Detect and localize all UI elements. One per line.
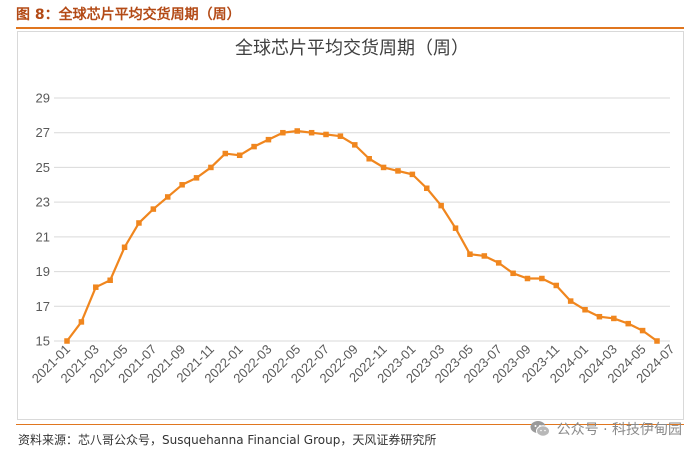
data-point <box>179 182 185 188</box>
data-point <box>308 129 315 136</box>
data-point <box>208 164 214 171</box>
data-point <box>567 298 574 304</box>
data-point <box>524 275 531 282</box>
data-point <box>366 156 372 162</box>
data-point <box>424 185 430 192</box>
data-point <box>380 164 387 171</box>
wechat-icon <box>530 421 550 437</box>
y-tick-label: 17 <box>36 299 50 314</box>
data-point <box>596 313 603 320</box>
data-point <box>64 338 70 344</box>
chart-frame <box>17 31 684 420</box>
data-point <box>438 202 444 209</box>
data-point <box>280 129 286 136</box>
y-tick-label: 21 <box>36 229 50 244</box>
watermark: 公众号 · 科技伊甸园 <box>529 418 682 440</box>
data-point <box>452 225 459 231</box>
top-rule <box>16 27 684 29</box>
data-point <box>294 128 300 134</box>
gridlines <box>54 97 670 342</box>
data-point <box>539 275 545 282</box>
y-tick-label: 19 <box>36 264 50 279</box>
data-point <box>625 320 631 327</box>
data-point <box>236 152 243 159</box>
data-point <box>352 142 358 148</box>
data-point <box>251 143 257 150</box>
data-point <box>107 277 113 283</box>
data-point <box>164 194 171 200</box>
data-point <box>654 338 660 344</box>
y-tick-label: 25 <box>36 160 50 175</box>
figure-caption: 图 8：全球芯片平均交货周期（周） <box>16 7 241 23</box>
data-point <box>93 284 99 290</box>
data-point <box>467 251 473 257</box>
data-point <box>582 307 588 313</box>
y-tick-label: 15 <box>36 334 50 349</box>
data-point <box>337 133 344 139</box>
y-tick-label: 27 <box>36 125 50 140</box>
data-point <box>481 253 488 259</box>
series-line <box>66 129 658 342</box>
data-point <box>150 206 157 212</box>
data-point <box>136 220 142 226</box>
bottom-rule <box>16 424 684 425</box>
y-tick-label: 23 <box>36 195 50 210</box>
data-point <box>639 327 646 334</box>
chart-title: 全球芯片平均交货周期（周） <box>235 38 469 59</box>
source-note: 资料来源：芯八哥公众号，Susquehanna Financial Group，… <box>18 433 437 447</box>
data-point <box>553 282 560 289</box>
data-point <box>409 171 416 178</box>
data-point <box>495 260 502 266</box>
data-point <box>510 270 516 277</box>
data-point <box>265 136 272 143</box>
y-axis-ticks: 15 17 19 21 23 25 27 29 <box>36 91 50 349</box>
watermark-text: 公众号 · 科技伊甸园 <box>556 422 682 438</box>
y-tick-label: 29 <box>36 91 50 106</box>
series-layer <box>64 128 660 344</box>
data-point <box>78 319 85 325</box>
x-axis-ticks: 2021-012021-032021-052021-072021-092021-… <box>29 342 678 386</box>
data-point <box>121 244 128 251</box>
data-point <box>611 315 617 322</box>
data-point <box>323 131 329 138</box>
data-point <box>395 168 401 174</box>
data-point <box>193 175 200 181</box>
data-point <box>222 150 229 157</box>
